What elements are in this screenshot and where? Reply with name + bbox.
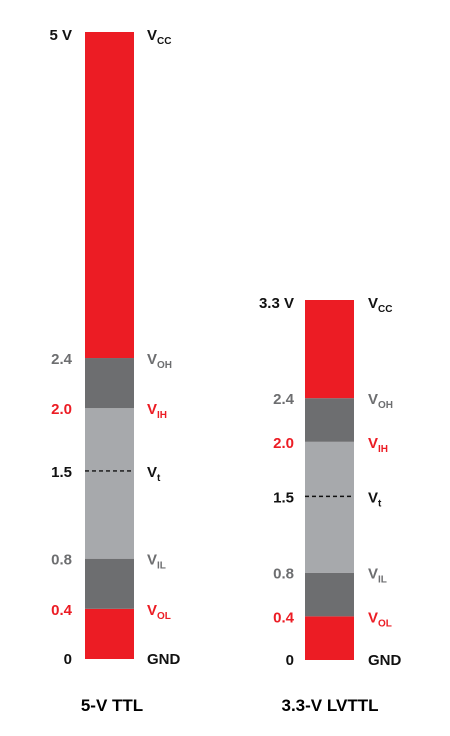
level-name-voh: VOH — [147, 351, 172, 371]
band-red-4 — [305, 300, 354, 399]
level-name-main: V — [368, 566, 378, 583]
level-name-subscript: IH — [378, 444, 388, 455]
value-label-vih: 2.0 — [51, 401, 72, 418]
band-light-gray-2 — [305, 441, 354, 573]
level-name-main: V — [147, 552, 157, 569]
band-red-0 — [305, 616, 354, 660]
level-name-main: GND — [147, 651, 181, 668]
band-light-gray-2 — [85, 408, 134, 559]
level-name-subscript: IL — [157, 561, 166, 572]
level-name-subscript: t — [378, 498, 382, 509]
level-name-vt: Vt — [147, 464, 161, 484]
band-red-0 — [85, 608, 134, 659]
level-name-main: V — [147, 464, 157, 481]
value-label-vcc: 3.3 V — [259, 295, 294, 312]
caption-5v-ttl: 5-V TTL — [81, 696, 143, 715]
level-name-main: V — [147, 351, 157, 368]
band-dark-gray-1 — [85, 558, 134, 609]
level-name-subscript: IL — [378, 575, 387, 586]
level-name-vih: VIH — [368, 435, 388, 455]
level-name-subscript: CC — [157, 36, 171, 47]
level-name-subscript: IH — [157, 410, 167, 421]
level-name-subscript: OL — [157, 611, 171, 622]
caption-3v3-lvttl: 3.3-V LVTTL — [282, 696, 379, 715]
value-label-vil: 0.8 — [51, 552, 72, 569]
level-name-vol: VOL — [147, 602, 171, 622]
level-name-main: V — [368, 391, 378, 408]
level-name-main: V — [147, 27, 157, 44]
level-name-main: V — [368, 609, 378, 626]
level-name-main: V — [147, 401, 157, 418]
level-name-vil: VIL — [368, 566, 387, 586]
value-label-gnd: 0 — [64, 651, 72, 668]
level-name-subscript: OH — [378, 400, 393, 411]
level-name-subscript: t — [157, 473, 161, 484]
level-name-vt: Vt — [368, 489, 382, 509]
level-name-vih: VIH — [147, 401, 167, 421]
band-dark-gray-3 — [305, 398, 354, 442]
level-name-vol: VOL — [368, 609, 392, 629]
level-name-vcc: VCC — [368, 295, 392, 315]
value-label-vt: 1.5 — [273, 489, 294, 506]
band-red-4 — [85, 32, 134, 359]
level-name-subscript: CC — [378, 304, 392, 315]
level-name-main: V — [368, 489, 378, 506]
band-dark-gray-1 — [305, 572, 354, 617]
value-label-gnd: 0 — [286, 652, 294, 669]
level-name-gnd: GND — [368, 652, 402, 669]
level-name-voh: VOH — [368, 391, 393, 411]
level-name-vil: VIL — [147, 552, 166, 572]
level-name-gnd: GND — [147, 651, 181, 668]
value-label-vcc: 5 V — [49, 27, 72, 44]
value-label-vol: 0.4 — [273, 609, 295, 626]
value-label-vt: 1.5 — [51, 464, 72, 481]
level-name-main: V — [368, 435, 378, 452]
level-name-subscript: OH — [157, 360, 172, 371]
value-label-voh: 2.4 — [51, 351, 73, 368]
level-name-main: V — [147, 602, 157, 619]
level-name-vcc: VCC — [147, 27, 171, 47]
value-label-vil: 0.8 — [273, 566, 294, 583]
level-name-main: V — [368, 295, 378, 312]
value-label-voh: 2.4 — [273, 391, 295, 408]
level-name-subscript: OL — [378, 618, 392, 629]
band-dark-gray-3 — [85, 358, 134, 409]
value-label-vol: 0.4 — [51, 602, 73, 619]
level-name-main: GND — [368, 652, 402, 669]
value-label-vih: 2.0 — [273, 435, 294, 452]
